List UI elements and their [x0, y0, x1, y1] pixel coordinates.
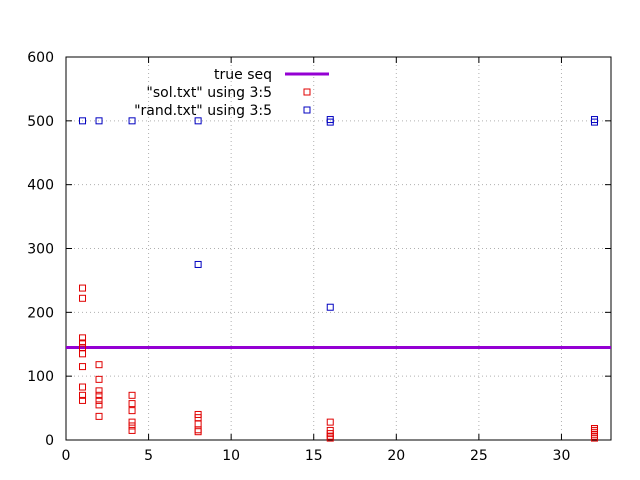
sol-point — [95, 375, 103, 383]
rand-point — [95, 117, 103, 125]
sol-point — [95, 401, 103, 409]
legend-label: "sol.txt" using 3:5 — [146, 85, 272, 101]
sol-point — [79, 294, 87, 302]
sol-point — [95, 391, 103, 399]
sol-point — [590, 430, 598, 438]
rand-point — [79, 117, 87, 125]
x-tick-label: 0 — [62, 448, 71, 464]
sol-point — [95, 387, 103, 395]
legend: true seq "sol.txt" using 3:5 "rand.txt" us… — [134, 67, 329, 119]
plot-frame — [65, 56, 612, 441]
sol-point — [79, 284, 87, 292]
y-tick-label: 500 — [27, 114, 54, 130]
rand-point — [128, 117, 136, 125]
sol-point — [590, 432, 598, 440]
x-tick-label: 20 — [387, 448, 405, 464]
legend-sample-point — [303, 106, 311, 114]
sol-point — [590, 434, 598, 442]
sol-point — [128, 400, 136, 408]
sol-point — [79, 339, 87, 347]
sol-point — [326, 418, 334, 426]
legend-label: "rand.txt" using 3:5 — [134, 103, 272, 119]
sol-point — [128, 422, 136, 430]
sol-point — [128, 407, 136, 415]
sol-point — [79, 350, 87, 358]
legend-label: true seq — [214, 67, 272, 83]
sol-point — [590, 425, 598, 433]
sol-point — [194, 426, 202, 434]
y-tick-label: 300 — [27, 242, 54, 258]
x-tick-label: 5 — [144, 448, 153, 464]
x-tick-label: 25 — [470, 448, 488, 464]
sol-point — [79, 363, 87, 371]
data-points — [79, 116, 598, 442]
rand-point — [326, 118, 334, 126]
sol-point — [79, 396, 87, 404]
sol-point — [590, 426, 598, 434]
y-tick-label: 400 — [27, 178, 54, 194]
x-tick-label: 30 — [553, 448, 571, 464]
sol-point — [79, 383, 87, 391]
sol-point — [128, 418, 136, 426]
rand-point — [326, 303, 334, 311]
sol-point — [128, 426, 136, 434]
rand-point — [194, 117, 202, 125]
sol-point — [128, 391, 136, 399]
sol-point — [590, 428, 598, 436]
sol-point — [194, 428, 202, 436]
y-tick-label: 200 — [27, 305, 54, 321]
x-tick-label: 15 — [305, 448, 323, 464]
sol-point — [326, 434, 334, 442]
sol-point — [79, 391, 87, 399]
sol-point — [79, 334, 87, 342]
sol-point — [95, 361, 103, 369]
rand-point — [590, 118, 598, 126]
x-tick-label: 10 — [222, 448, 240, 464]
sol-point — [194, 420, 202, 428]
sol-point — [95, 412, 103, 420]
rand-point — [194, 260, 202, 268]
y-tick-label: 600 — [27, 50, 54, 66]
y-tick-label: 100 — [27, 369, 54, 385]
sol-point — [95, 396, 103, 404]
legend-sample-point — [303, 88, 311, 96]
y-tick-label: 0 — [45, 433, 54, 449]
